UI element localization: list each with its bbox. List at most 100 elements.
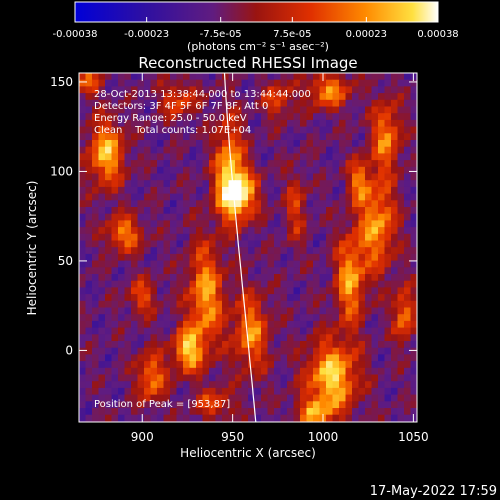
heatmap-cell bbox=[319, 300, 327, 309]
heatmap-cell bbox=[313, 119, 321, 128]
heatmap-cell bbox=[287, 146, 295, 154]
heatmap-cell bbox=[228, 220, 236, 228]
heatmap-cell bbox=[137, 401, 145, 409]
heatmap-cell bbox=[183, 247, 191, 255]
heatmap-cell bbox=[137, 387, 145, 396]
heatmap-cell bbox=[150, 193, 158, 201]
heatmap-cell bbox=[332, 274, 340, 282]
heatmap-cell bbox=[261, 166, 269, 175]
heatmap-cell bbox=[235, 327, 243, 335]
heatmap-cell bbox=[92, 99, 100, 108]
heatmap-cell bbox=[371, 160, 379, 168]
heatmap-cell bbox=[196, 280, 204, 288]
heatmap-cell bbox=[202, 79, 210, 87]
heatmap-cell bbox=[267, 274, 275, 282]
heatmap-cell bbox=[404, 227, 412, 235]
heatmap-cell bbox=[183, 227, 191, 235]
heatmap-cell bbox=[98, 287, 106, 295]
heatmap-cell bbox=[280, 99, 288, 108]
heatmap-cell bbox=[280, 394, 288, 402]
heatmap-cell bbox=[254, 394, 262, 402]
heatmap-cell bbox=[124, 294, 132, 302]
heatmap-cell bbox=[306, 140, 314, 148]
heatmap-cell bbox=[144, 133, 152, 141]
heatmap-cell bbox=[222, 180, 230, 188]
heatmap-cell bbox=[144, 381, 152, 389]
plot-frame bbox=[78, 72, 418, 423]
heatmap-cell bbox=[397, 327, 405, 335]
heatmap-cell bbox=[248, 280, 256, 288]
heatmap-cell bbox=[111, 274, 119, 282]
heatmap-cell bbox=[332, 73, 340, 81]
heatmap-cell bbox=[326, 347, 334, 355]
heatmap-cell bbox=[150, 73, 158, 81]
heatmap-cell bbox=[163, 394, 171, 402]
heatmap-cell bbox=[144, 401, 152, 409]
heatmap-cell bbox=[254, 119, 262, 128]
heatmap-cell bbox=[313, 73, 321, 81]
heatmap-cell bbox=[170, 334, 178, 342]
heatmap-cell bbox=[352, 307, 360, 315]
heatmap-cell bbox=[410, 247, 417, 255]
heatmap-cell bbox=[222, 307, 230, 315]
heatmap-cell bbox=[118, 307, 126, 315]
heatmap-cell bbox=[352, 73, 360, 81]
heatmap-cell bbox=[404, 274, 412, 282]
heatmap-cell bbox=[326, 93, 334, 101]
peak-position-label: Position of Peak = [953,87] bbox=[94, 399, 230, 410]
heatmap-cell bbox=[391, 160, 399, 168]
heatmap-cell bbox=[332, 146, 340, 154]
heatmap-cell bbox=[131, 140, 139, 148]
heatmap-cell bbox=[306, 387, 314, 396]
heatmap-cell bbox=[293, 274, 301, 282]
heatmap-cell bbox=[137, 227, 145, 235]
heatmap-cell bbox=[137, 314, 145, 322]
heatmap-cell bbox=[404, 401, 412, 409]
heatmap-cell bbox=[404, 146, 412, 154]
heatmap-cell bbox=[98, 213, 106, 221]
heatmap-cell bbox=[144, 220, 152, 228]
heatmap-cell bbox=[410, 374, 417, 382]
heatmap-cell bbox=[79, 247, 87, 255]
heatmap-cell bbox=[183, 341, 191, 349]
heatmap-cell bbox=[144, 193, 152, 201]
heatmap-cell bbox=[202, 394, 210, 402]
heatmap-cell bbox=[358, 207, 366, 215]
heatmap-cell bbox=[150, 233, 158, 242]
heatmap-cell bbox=[358, 300, 366, 309]
heatmap-cell bbox=[248, 173, 256, 181]
heatmap-cell bbox=[313, 180, 321, 188]
heatmap-cell bbox=[196, 213, 204, 221]
colorbar bbox=[74, 1, 439, 23]
heatmap-cell bbox=[345, 173, 353, 181]
heatmap-cell bbox=[98, 180, 106, 188]
heatmap-cell bbox=[209, 307, 217, 315]
heatmap-cell bbox=[157, 354, 165, 362]
heatmap-cell bbox=[378, 213, 386, 221]
heatmap-cell bbox=[267, 160, 275, 168]
heatmap-cell bbox=[261, 320, 269, 329]
heatmap-cell bbox=[391, 233, 399, 242]
heatmap-cell bbox=[274, 320, 282, 329]
heatmap-cell bbox=[235, 126, 243, 134]
heatmap-cell bbox=[313, 93, 321, 101]
heatmap-cell bbox=[319, 307, 327, 315]
heatmap-cell bbox=[144, 374, 152, 382]
heatmap-cell bbox=[118, 334, 126, 342]
heatmap-cell bbox=[79, 387, 87, 396]
heatmap-cell bbox=[326, 247, 334, 255]
heatmap-cell bbox=[144, 394, 152, 402]
heatmap-cell bbox=[391, 408, 399, 416]
heatmap-cell bbox=[313, 354, 321, 362]
heatmap-cell bbox=[306, 260, 314, 268]
heatmap-cell bbox=[157, 327, 165, 335]
heatmap-cell bbox=[157, 334, 165, 342]
heatmap-cell bbox=[85, 320, 93, 329]
heatmap-cell bbox=[144, 99, 152, 108]
heatmap-cell bbox=[280, 106, 288, 114]
heatmap-cell bbox=[131, 233, 139, 242]
heatmap-cell bbox=[248, 361, 256, 369]
heatmap-cell bbox=[300, 414, 308, 422]
heatmap-cell bbox=[365, 341, 373, 349]
heatmap-cell bbox=[79, 140, 87, 148]
